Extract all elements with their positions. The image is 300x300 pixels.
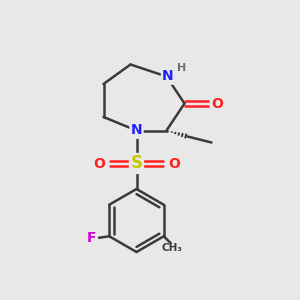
Text: H: H [178,63,187,74]
Text: N: N [162,70,174,83]
Text: O: O [168,157,180,170]
Text: N: N [131,124,142,137]
Text: O: O [211,97,223,110]
Text: S: S [130,154,142,172]
Text: O: O [93,157,105,170]
Text: F: F [86,231,96,245]
Text: CH₃: CH₃ [162,243,183,253]
